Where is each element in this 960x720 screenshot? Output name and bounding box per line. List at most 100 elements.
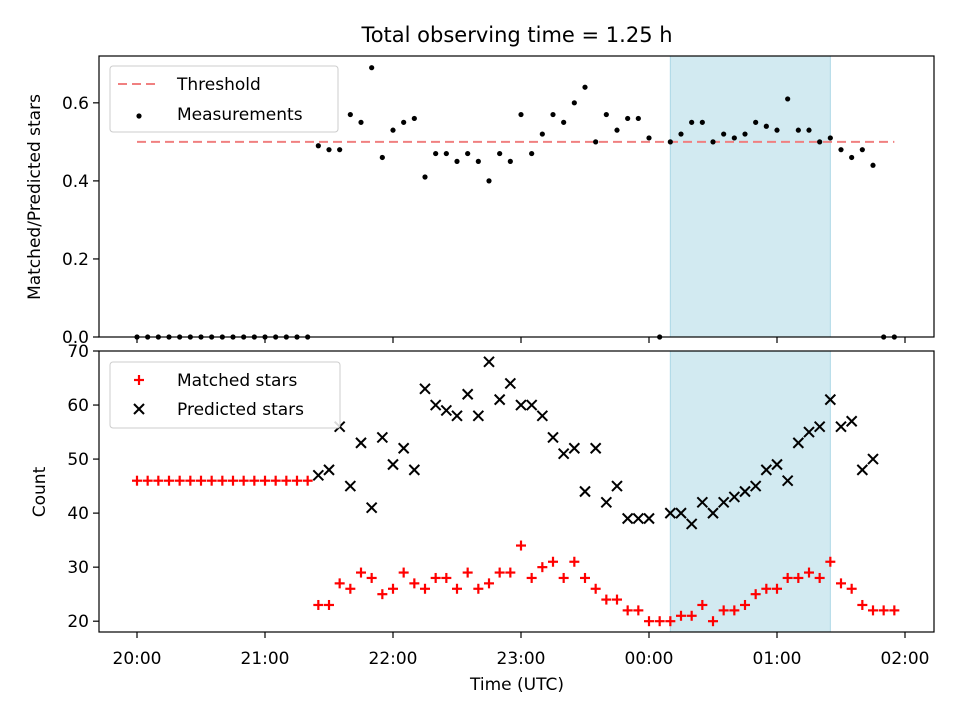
- x-axis-label: Time (UTC): [469, 675, 564, 695]
- measurement-point: [667, 139, 673, 145]
- legend-measurements: Measurements: [177, 105, 303, 125]
- measurement-point: [806, 127, 812, 133]
- predicted-star-point: [792, 437, 805, 449]
- predicted-star-point: [483, 356, 495, 368]
- matched-star-point: [228, 475, 238, 486]
- predicted-star-point: [472, 410, 485, 422]
- measurement-point: [838, 147, 844, 153]
- x-tick-label: 22:00: [369, 649, 418, 669]
- matched-star-point: [772, 583, 782, 594]
- measurement-point: [465, 150, 471, 157]
- matched-star-point: [697, 599, 708, 610]
- matched-star-point: [601, 594, 612, 605]
- predicted-star-point: [781, 474, 794, 487]
- measurement-point: [635, 115, 641, 122]
- predicted-star-point: [600, 496, 613, 509]
- matched-star-point: [750, 589, 761, 600]
- predicted-star-point: [440, 404, 453, 417]
- measurement-point: [582, 84, 588, 90]
- measurement-point: [454, 158, 460, 164]
- matched-star-point: [590, 583, 601, 594]
- predicted-star-point: [376, 431, 389, 444]
- measurement-point: [475, 158, 481, 164]
- predicted-star-point: [696, 496, 709, 509]
- matched-star-point: [665, 616, 676, 627]
- matched-star-point: [420, 583, 430, 594]
- matched-star-point: [270, 475, 281, 486]
- predicted-star-point: [515, 399, 527, 411]
- measurement-point: [315, 143, 321, 149]
- predicted-star-point: [547, 431, 559, 444]
- matched-star-point: [377, 589, 388, 600]
- measurement-point: [507, 158, 513, 164]
- matched-star-point: [633, 605, 644, 616]
- matched-star-point: [484, 578, 494, 589]
- matched-star-point: [473, 583, 484, 594]
- measurement-point: [369, 65, 375, 71]
- predicted-star-point: [675, 507, 687, 519]
- predicted-star-point: [568, 442, 581, 454]
- y-tick-label: 0.0: [62, 328, 89, 348]
- matched-star-point: [142, 475, 153, 486]
- matched-star-point: [452, 583, 462, 594]
- predicted-star-point: [611, 480, 623, 492]
- matched-star-point: [388, 583, 398, 594]
- measurement-point: [625, 115, 631, 122]
- matched-star-point: [836, 578, 846, 589]
- measurement-point: [603, 111, 609, 118]
- bottom-panel: 20 30 40 50 60 70 20:00 21:00 22:00 23:00 00:00 01…: [30, 342, 935, 695]
- matched-star-point: [281, 475, 292, 486]
- predicted-star-point: [355, 437, 367, 449]
- matched-star-point: [537, 562, 548, 573]
- measurement-point: [550, 111, 556, 118]
- y-tick-label: 70: [67, 342, 89, 362]
- predicted-star-point: [685, 518, 698, 530]
- y-tick-label: 40: [67, 504, 89, 524]
- predicted-star-point: [632, 512, 645, 525]
- matched-legend-swatch: [134, 375, 144, 385]
- measurement-point: [774, 127, 780, 133]
- measurement-point: [358, 119, 364, 125]
- top-panel: 0.0 0.2 0.4 0.6 Matched/Predicted stars Thr…: [25, 55, 935, 348]
- matched-star-point: [761, 583, 772, 594]
- matched-star-point: [196, 475, 206, 486]
- predicted-star-point: [451, 410, 463, 422]
- observing-window-bottom: [669, 350, 831, 633]
- chart-title: Total observing time = 1.25 h: [360, 23, 672, 47]
- measurement-point: [849, 154, 855, 161]
- predicted-star-point: [344, 480, 357, 492]
- measurement-point: [401, 119, 407, 125]
- y-tick-label: 60: [67, 396, 89, 416]
- matched-star-point: [462, 567, 473, 578]
- matched-star-point: [729, 605, 740, 616]
- matched-star-point: [441, 572, 452, 583]
- measurement-point: [422, 174, 428, 180]
- measurement-point: [486, 178, 492, 184]
- matched-star-point: [494, 567, 505, 578]
- predicted-star-point: [429, 399, 442, 411]
- matched-star-point: [430, 572, 441, 583]
- predicted-star-point: [835, 420, 847, 433]
- matched-star-point: [654, 616, 665, 627]
- matched-star-point: [345, 583, 356, 594]
- top-legend-box: [109, 65, 339, 133]
- predicted-star-point: [387, 458, 399, 471]
- matched-star-point: [846, 583, 857, 594]
- observing-window-top: [669, 55, 831, 338]
- matched-star-point: [324, 599, 334, 610]
- predicted-star-point: [803, 426, 815, 438]
- bottom-y-ticks: 20 30 40 50 60 70: [67, 342, 99, 632]
- predicted-star-point: [525, 399, 538, 411]
- measurement-point: [443, 150, 449, 157]
- matched-star-point: [686, 610, 697, 621]
- x-tick-label: 00:00: [625, 649, 674, 669]
- predicted-star-point: [419, 383, 431, 395]
- matched-star-point: [292, 475, 302, 486]
- top-y-ticks: 0.0 0.2 0.4 0.6: [62, 94, 99, 348]
- matched-star-point: [164, 475, 174, 486]
- matched-star-point: [612, 594, 622, 605]
- measurement-point: [678, 131, 684, 137]
- predicted-star-point: [707, 507, 719, 519]
- matched-star-point: [174, 475, 185, 486]
